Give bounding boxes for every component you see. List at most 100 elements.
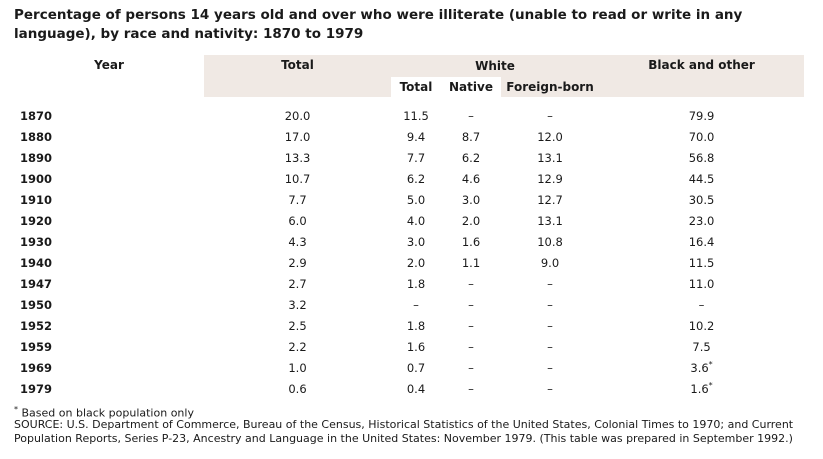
- table-row: 1910 7.7 5.0 3.0 12.7 30.5: [14, 189, 804, 210]
- cell-black-and-other-value: 79.9: [688, 108, 715, 123]
- cell-white-foreign-born: 12.0: [501, 126, 599, 147]
- cell-white-total: 9.4: [391, 126, 441, 147]
- table-row: 1940 2.9 2.0 1.1 9.0 11.5: [14, 252, 804, 273]
- cell-white-native-value: 2.0: [461, 213, 481, 228]
- cell-total-value: 2.7: [288, 276, 307, 291]
- cell-white-total-value: –: [413, 297, 419, 312]
- cell-black-and-other-value: 70.0: [688, 129, 715, 144]
- cell-year-value: 1930: [20, 234, 53, 249]
- header-total: Total: [204, 55, 391, 97]
- cell-black-and-other-value: 11.0: [688, 276, 715, 291]
- cell-white-native-value: 3.0: [461, 192, 481, 207]
- cell-black-and-other: 10.2: [599, 315, 804, 336]
- cell-white-total-value: 0.7: [406, 360, 426, 375]
- cell-white-native: –: [441, 97, 501, 126]
- cell-year-value: 1900: [20, 171, 53, 186]
- cell-white-native: –: [441, 336, 501, 357]
- table-row: 1947 2.7 1.8 – – 11.0: [14, 273, 804, 294]
- cell-white-foreign-born: –: [501, 378, 599, 399]
- cell-total-value: 0.6: [288, 381, 307, 396]
- cell-white-native-value: –: [468, 297, 474, 312]
- cell-white-native-value: –: [468, 360, 474, 375]
- cell-white-total: 1.8: [391, 315, 441, 336]
- cell-total-value: 2.5: [288, 318, 307, 333]
- cell-black-and-other: 70.0: [599, 126, 804, 147]
- header-white-native: Native: [449, 80, 493, 94]
- cell-year-value: 1969: [20, 360, 53, 375]
- cell-year-value: 1870: [20, 108, 53, 123]
- cell-white-foreign-born-value: –: [547, 381, 553, 396]
- cell-black-and-other: 56.8: [599, 147, 804, 168]
- cell-white-native-value: 6.2: [461, 150, 481, 165]
- cell-total-value: 2.9: [288, 255, 307, 270]
- table-row: 1959 2.2 1.6 – – 7.5: [14, 336, 804, 357]
- cell-year-value: 1890: [20, 150, 53, 165]
- table-row: 1920 6.0 4.0 2.0 13.1 23.0: [14, 210, 804, 231]
- cell-white-native: 1.1: [441, 252, 501, 273]
- cell-total: 13.3: [204, 147, 391, 168]
- cell-white-foreign-born: –: [501, 357, 599, 378]
- cell-total-value: 13.3: [284, 150, 311, 165]
- cell-total-value: 4.3: [288, 234, 307, 249]
- cell-black-and-other-value: 30.5: [688, 192, 715, 207]
- cell-white-foreign-born: 12.7: [501, 189, 599, 210]
- table-row: 1880 17.0 9.4 8.7 12.0 70.0: [14, 126, 804, 147]
- cell-white-total: 7.7: [391, 147, 441, 168]
- cell-white-native-value: –: [468, 381, 474, 396]
- cell-total-value: 20.0: [284, 108, 311, 123]
- cell-year-value: 1950: [20, 297, 53, 312]
- footnote: * Based on black population only: [14, 403, 814, 421]
- cell-white-foreign-born-value: 12.7: [537, 192, 563, 207]
- cell-white-foreign-born-value: –: [547, 297, 553, 312]
- table-row: 1900 10.7 6.2 4.6 12.9 44.5: [14, 168, 804, 189]
- cell-year: 1920: [14, 210, 204, 231]
- cell-black-and-other: –: [599, 294, 804, 315]
- cell-total: 7.7: [204, 189, 391, 210]
- cell-white-total-value: 11.5: [403, 108, 429, 123]
- cell-year: 1880: [14, 126, 204, 147]
- cell-white-native: 8.7: [441, 126, 501, 147]
- cell-white-total: 5.0: [391, 189, 441, 210]
- cell-total-value: 10.7: [284, 171, 311, 186]
- cell-white-native: –: [441, 294, 501, 315]
- footnote-mark: *: [14, 405, 18, 414]
- cell-black-and-other-value: 3.6: [690, 360, 709, 375]
- cell-white-total: 11.5: [391, 97, 441, 126]
- cell-white-total: 2.0: [391, 252, 441, 273]
- cell-white-total-value: 2.0: [406, 255, 426, 270]
- cell-white-native: –: [441, 273, 501, 294]
- cell-total: 17.0: [204, 126, 391, 147]
- cell-year-value: 1910: [20, 192, 53, 207]
- cell-white-foreign-born: 13.1: [501, 210, 599, 231]
- cell-black-and-other: 1.6*: [599, 378, 804, 399]
- cell-total-value: 17.0: [284, 129, 311, 144]
- cell-white-foreign-born-value: –: [547, 276, 553, 291]
- cell-black-and-other: 3.6*: [599, 357, 804, 378]
- cell-total-value: 2.2: [288, 339, 307, 354]
- cell-black-and-other-value: 23.0: [688, 213, 715, 228]
- cell-year: 1950: [14, 294, 204, 315]
- cell-white-native: –: [441, 357, 501, 378]
- table-row: 1979 0.6 0.4 – – 1.6*: [14, 378, 804, 399]
- cell-white-total: 0.7: [391, 357, 441, 378]
- cell-white-foreign-born-value: 12.0: [537, 129, 563, 144]
- cell-white-foreign-born: 10.8: [501, 231, 599, 252]
- cell-black-and-other-value: 1.6: [690, 381, 709, 396]
- table-row: 1890 13.3 7.7 6.2 13.1 56.8: [14, 147, 804, 168]
- cell-black-and-other-value: 11.5: [688, 255, 715, 270]
- cell-white-native-value: 4.6: [461, 171, 481, 186]
- cell-year: 1900: [14, 168, 204, 189]
- cell-white-total: 6.2: [391, 168, 441, 189]
- cell-year-value: 1940: [20, 255, 53, 270]
- cell-white-foreign-born: –: [501, 97, 599, 126]
- cell-white-foreign-born: –: [501, 273, 599, 294]
- cell-white-total-value: 4.0: [406, 213, 426, 228]
- cell-year: 1890: [14, 147, 204, 168]
- cell-white-foreign-born-value: –: [547, 108, 553, 123]
- cell-white-native-value: –: [468, 318, 474, 333]
- cell-white-foreign-born: –: [501, 336, 599, 357]
- cell-year: 1947: [14, 273, 204, 294]
- cell-black-and-other: 44.5: [599, 168, 804, 189]
- cell-white-total: 4.0: [391, 210, 441, 231]
- cell-white-foreign-born: –: [501, 315, 599, 336]
